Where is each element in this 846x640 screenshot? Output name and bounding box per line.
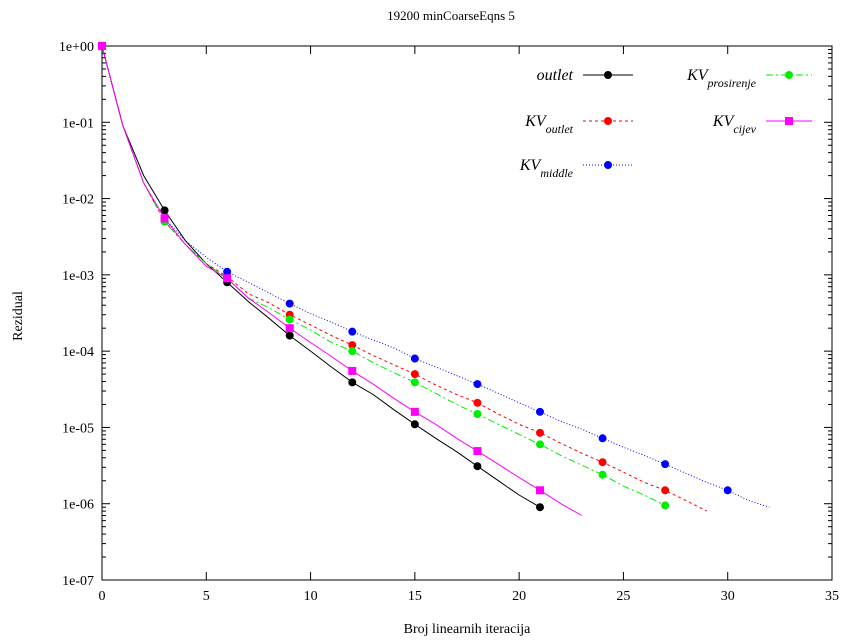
x-tick-label: 10	[304, 589, 318, 604]
legend-label: outlet	[537, 67, 574, 84]
legend-item-outlet: outlet	[537, 67, 633, 84]
y-tick-label: 1e-07	[62, 574, 94, 589]
legend-marker	[785, 117, 793, 125]
y-axis-label: Rezidual	[11, 291, 26, 341]
legend-item-kv_outlet: KVoutlet	[524, 113, 633, 136]
x-tick-label: 5	[203, 589, 210, 604]
legend-marker	[604, 71, 612, 79]
x-tick-label: 0	[99, 589, 106, 604]
series-kv_prosirenje	[98, 42, 670, 510]
y-tick-label: 1e-01	[62, 116, 94, 131]
x-axis-label: Broj linearnih iteracija	[404, 622, 532, 637]
data-point	[223, 274, 232, 283]
data-point	[160, 214, 169, 223]
x-axis: 0 5 10 15 20 25 30 35	[99, 46, 839, 604]
data-point	[410, 354, 419, 363]
data-point	[348, 347, 357, 356]
data-point	[536, 407, 544, 416]
series-kv_cijev	[98, 42, 582, 516]
chart-title: 19200 minCoarseEqns 5	[387, 8, 515, 23]
data-point	[473, 380, 482, 389]
legend-label: KVmiddle	[519, 157, 574, 180]
y-axis: 1e+00 1e-01 1e-02 1e-03 1e-04 1e-05 1e-06 1e-07	[59, 40, 832, 589]
data-point	[473, 398, 482, 407]
legend-label: KVcijev	[712, 113, 757, 136]
data-point	[661, 501, 670, 510]
data-point	[473, 447, 482, 456]
data-point	[661, 486, 670, 495]
legend-item-kv_cijev: KVcijev	[712, 113, 812, 136]
series-line-kv_outlet	[101, 45, 708, 512]
x-tick-label: 25	[616, 589, 630, 604]
data-point	[285, 324, 294, 333]
y-tick-label: 1e-06	[62, 498, 94, 513]
series-outlet	[98, 42, 544, 512]
data-point	[598, 434, 607, 443]
data-point	[98, 42, 106, 50]
data-point	[536, 428, 544, 437]
data-point	[410, 378, 419, 387]
data-point	[410, 420, 419, 429]
legend-label: KVoutlet	[524, 113, 573, 136]
data-point	[410, 370, 419, 379]
plot-area	[101, 45, 833, 581]
data-point	[536, 440, 544, 449]
data-point	[348, 366, 357, 375]
data-point	[661, 460, 670, 469]
legend-marker	[604, 161, 612, 169]
data-point	[348, 341, 357, 350]
y-tick-label: 1e+00	[59, 40, 94, 55]
data-point	[348, 327, 357, 336]
data-point	[598, 470, 607, 479]
x-tick-label: 30	[721, 589, 735, 604]
x-tick-label: 35	[825, 589, 839, 604]
series-line-kv_middle	[101, 45, 770, 508]
data-point	[536, 486, 544, 495]
data-point	[285, 315, 294, 324]
y-tick-label: 1e-03	[62, 269, 94, 284]
data-point	[536, 503, 544, 512]
data-point	[473, 409, 482, 418]
legend-marker	[785, 71, 793, 79]
legend-item-kv_middle: KVmiddle	[519, 157, 633, 180]
data-point	[285, 331, 294, 340]
series-line-outlet	[101, 45, 541, 508]
data-point	[285, 299, 294, 308]
data-point	[598, 458, 607, 467]
x-tick-label: 20	[512, 589, 526, 604]
plot-frame	[101, 45, 833, 581]
legend-item-kv_prosirenje: KVprosirenje	[686, 67, 812, 90]
series-layer	[98, 42, 770, 516]
data-point	[348, 378, 357, 387]
series-line-kv_prosirenje	[101, 45, 666, 506]
legend: outlet KVoutlet KVmiddle KVprosirenje KVcije…	[519, 67, 812, 180]
series-line-kv_cijev	[101, 45, 582, 516]
y-tick-label: 1e-02	[62, 193, 94, 208]
y-tick-label: 1e-05	[62, 421, 94, 436]
data-point	[160, 206, 169, 215]
data-point	[410, 407, 419, 416]
legend-label: KVprosirenje	[686, 67, 757, 90]
legend-marker	[604, 117, 612, 125]
y-tick-label: 1e-04	[62, 345, 94, 360]
series-kv_outlet	[98, 42, 708, 512]
data-point	[473, 462, 482, 471]
x-tick-label: 15	[408, 589, 422, 604]
data-point	[723, 486, 732, 495]
data-point	[223, 267, 232, 276]
